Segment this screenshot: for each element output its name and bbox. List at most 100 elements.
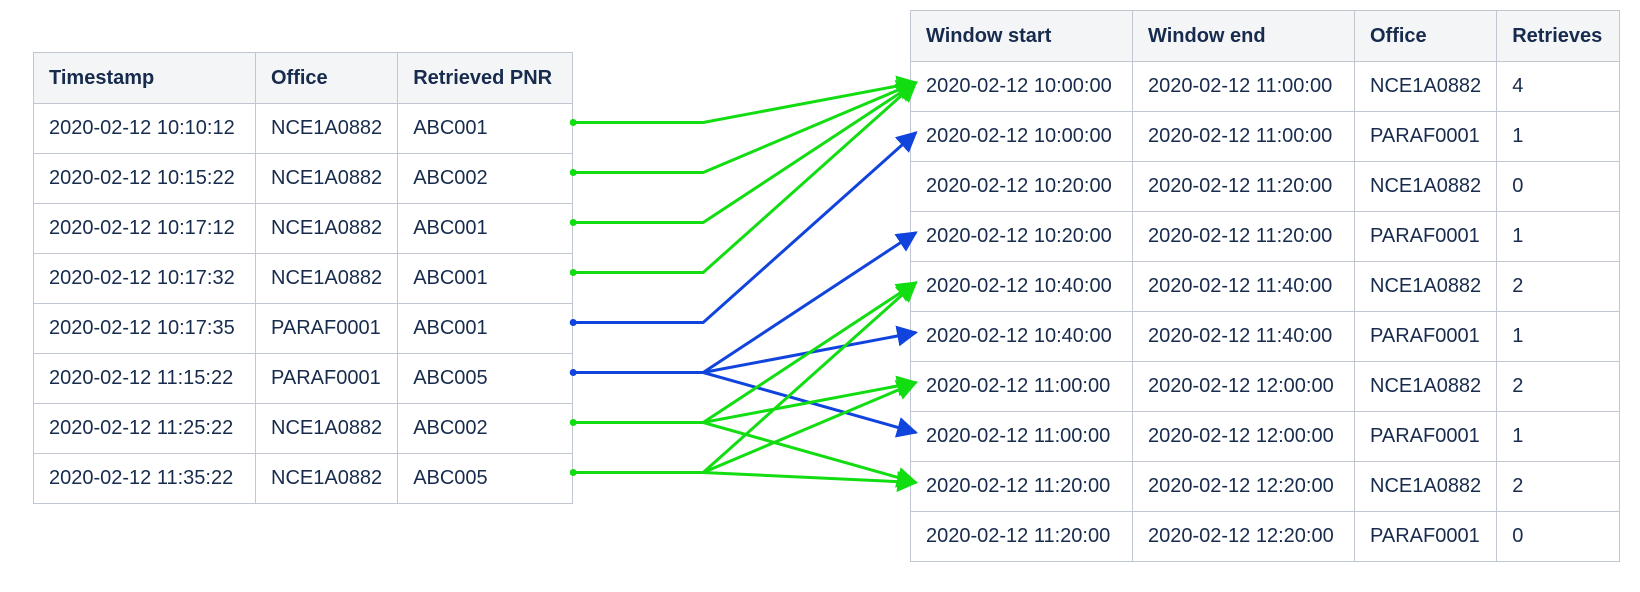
table-row: 2020-02-12 10:40:00 2020-02-12 11:40:00 … — [910, 311, 1621, 362]
column-header-window-start: Window start — [910, 10, 1133, 62]
window-start-cell: 2020-02-12 11:20:00 — [910, 461, 1133, 512]
pnr-cell: ABC001 — [397, 103, 574, 154]
office-cell: PARAF0001 — [1353, 211, 1498, 262]
header-row: Window start Window end Office Retrieves — [910, 10, 1621, 62]
table-row: 2020-02-12 10:17:12 NCE1A0882 ABC001 — [33, 203, 574, 254]
window-end-cell: 2020-02-12 11:20:00 — [1132, 211, 1355, 262]
office-cell: PARAF0001 — [1353, 511, 1498, 562]
pnr-cell: ABC001 — [397, 303, 574, 354]
connector-arrow — [573, 281, 918, 474]
office-cell: NCE1A0882 — [254, 453, 399, 504]
retrieves-cell: 1 — [1496, 311, 1621, 362]
retrieves-cell: 0 — [1496, 161, 1621, 212]
retrieves-cell: 1 — [1496, 411, 1621, 462]
retrieves-cell: 2 — [1496, 261, 1621, 312]
column-header-retrieves: Retrieves — [1496, 10, 1621, 62]
window-end-cell: 2020-02-12 12:00:00 — [1132, 411, 1355, 462]
table-row: 2020-02-12 10:17:32 NCE1A0882 ABC001 — [33, 253, 574, 304]
table-row: 2020-02-12 10:20:00 2020-02-12 11:20:00 … — [910, 161, 1621, 212]
connector-arrow — [573, 371, 919, 438]
timestamp-cell: 2020-02-12 10:17:32 — [33, 253, 256, 304]
timestamp-cell: 2020-02-12 10:10:12 — [33, 103, 256, 154]
office-cell: NCE1A0882 — [254, 203, 399, 254]
connector-arrow — [573, 421, 919, 488]
office-cell: NCE1A0882 — [254, 403, 399, 454]
window-start-cell: 2020-02-12 10:40:00 — [910, 311, 1133, 362]
retrieves-cell: 0 — [1496, 511, 1621, 562]
table-row: 2020-02-12 10:20:00 2020-02-12 11:20:00 … — [910, 211, 1621, 262]
connector-arrow — [573, 325, 919, 374]
table-row: 2020-02-12 11:15:22 PARAF0001 ABC005 — [33, 353, 574, 404]
timestamp-cell: 2020-02-12 10:17:35 — [33, 303, 256, 354]
window-end-cell: 2020-02-12 12:20:00 — [1132, 511, 1355, 562]
window-start-cell: 2020-02-12 11:00:00 — [910, 361, 1133, 412]
timestamp-cell: 2020-02-12 11:35:22 — [33, 453, 256, 504]
window-end-cell: 2020-02-12 11:20:00 — [1132, 161, 1355, 212]
table-row: 2020-02-12 10:15:22 NCE1A0882 ABC002 — [33, 153, 574, 204]
window-counts-table: Window start Window end Office Retrieves… — [910, 10, 1621, 562]
connector-arrow — [573, 375, 919, 424]
table-row: 2020-02-12 11:25:22 NCE1A0882 ABC002 — [33, 403, 574, 454]
window-end-cell: 2020-02-12 11:40:00 — [1132, 311, 1355, 362]
timestamp-cell: 2020-02-12 11:15:22 — [33, 353, 256, 404]
retrieves-cell: 2 — [1496, 361, 1621, 412]
table-row: 2020-02-12 10:40:00 2020-02-12 11:40:00 … — [910, 261, 1621, 312]
column-header-timestamp: Timestamp — [33, 52, 256, 104]
window-start-cell: 2020-02-12 11:20:00 — [910, 511, 1133, 562]
office-cell: PARAF0001 — [254, 303, 399, 354]
office-cell: NCE1A0882 — [1353, 261, 1498, 312]
retrieves-cell: 1 — [1496, 111, 1621, 162]
window-start-cell: 2020-02-12 10:20:00 — [910, 161, 1133, 212]
office-cell: NCE1A0882 — [1353, 461, 1498, 512]
column-header-retrieved-pnr: Retrieved PNR — [397, 52, 574, 104]
pnr-cell: ABC002 — [397, 153, 574, 204]
window-start-cell: 2020-02-12 10:00:00 — [910, 61, 1133, 112]
column-header-office: Office — [254, 52, 399, 104]
raw-retrievals-table: Timestamp Office Retrieved PNR 2020-02-1… — [33, 52, 574, 504]
connector-arrow — [573, 471, 919, 493]
office-cell: NCE1A0882 — [1353, 361, 1498, 412]
pnr-cell: ABC002 — [397, 403, 574, 454]
office-cell: NCE1A0882 — [254, 153, 399, 204]
table-row: 2020-02-12 10:10:12 NCE1A0882 ABC001 — [33, 103, 574, 154]
office-cell: PARAF0001 — [1353, 111, 1498, 162]
window-end-cell: 2020-02-12 11:00:00 — [1132, 61, 1355, 112]
table-row: 2020-02-12 10:17:35 PARAF0001 ABC001 — [33, 303, 574, 354]
window-start-cell: 2020-02-12 10:00:00 — [910, 111, 1133, 162]
header-row: Timestamp Office Retrieved PNR — [33, 52, 574, 104]
connector-arrow — [573, 231, 918, 374]
retrieves-cell: 4 — [1496, 61, 1621, 112]
table-row: 2020-02-12 11:20:00 2020-02-12 12:20:00 … — [910, 461, 1621, 512]
table-row: 2020-02-12 11:00:00 2020-02-12 12:00:00 … — [910, 411, 1621, 462]
office-cell: NCE1A0882 — [254, 253, 399, 304]
office-cell: PARAF0001 — [1353, 411, 1498, 462]
window-end-cell: 2020-02-12 12:20:00 — [1132, 461, 1355, 512]
connector-arrow — [573, 281, 918, 424]
column-header-window-end: Window end — [1132, 10, 1355, 62]
pnr-cell: ABC005 — [397, 353, 574, 404]
office-cell: PARAF0001 — [1353, 311, 1498, 362]
timestamp-cell: 2020-02-12 10:17:12 — [33, 203, 256, 254]
window-start-cell: 2020-02-12 11:00:00 — [910, 411, 1133, 462]
pnr-cell: ABC005 — [397, 453, 574, 504]
table-row: 2020-02-12 10:00:00 2020-02-12 11:00:00 … — [910, 61, 1621, 112]
connector-arrow — [573, 131, 918, 324]
connector-arrow — [573, 81, 918, 224]
table-row: 2020-02-12 11:20:00 2020-02-12 12:20:00 … — [910, 511, 1621, 562]
office-cell: NCE1A0882 — [1353, 61, 1498, 112]
timestamp-cell: 2020-02-12 11:25:22 — [33, 403, 256, 454]
connector-arrow — [573, 81, 918, 274]
window-end-cell: 2020-02-12 12:00:00 — [1132, 361, 1355, 412]
retrieves-cell: 2 — [1496, 461, 1621, 512]
retrieves-cell: 1 — [1496, 211, 1621, 262]
table-row: 2020-02-12 10:00:00 2020-02-12 11:00:00 … — [910, 111, 1621, 162]
office-cell: PARAF0001 — [254, 353, 399, 404]
pnr-cell: ABC001 — [397, 203, 574, 254]
table-row: 2020-02-12 11:35:22 NCE1A0882 ABC005 — [33, 453, 574, 504]
pnr-cell: ABC001 — [397, 253, 574, 304]
connector-arrow — [573, 380, 918, 474]
timestamp-cell: 2020-02-12 10:15:22 — [33, 153, 256, 204]
table-row: 2020-02-12 11:00:00 2020-02-12 12:00:00 … — [910, 361, 1621, 412]
window-start-cell: 2020-02-12 10:20:00 — [910, 211, 1133, 262]
connector-arrow — [573, 80, 918, 174]
